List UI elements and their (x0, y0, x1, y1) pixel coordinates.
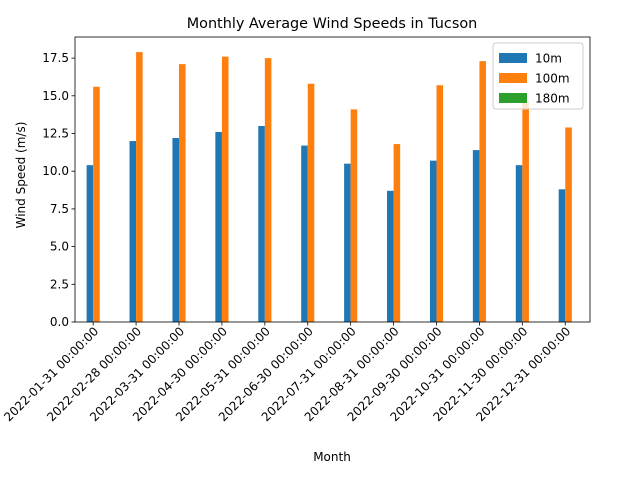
plot-frame (74, 36, 591, 323)
bar-10m-1 (86, 165, 94, 322)
bar-10m-10 (472, 150, 480, 322)
bar-10m-12 (558, 189, 566, 322)
y-tick-label: 12.5 (42, 127, 69, 141)
legend-label-100m: 100m (535, 72, 570, 86)
bar-100m-4 (221, 56, 229, 322)
bar-10m-8 (387, 190, 394, 322)
bar-10m-6 (301, 145, 308, 322)
bar-10m-5 (258, 125, 265, 322)
legend-label-10m: 10m (535, 52, 562, 66)
bar-100m-5 (264, 58, 272, 322)
bar-100m-10 (479, 61, 486, 322)
bar-100m-1 (93, 86, 100, 322)
y-tick-label: 10.0 (42, 164, 69, 178)
bar-10m-4 (215, 132, 222, 322)
y-tick-label: 5.0 (50, 240, 69, 254)
y-tick-label: 15.0 (42, 89, 69, 103)
y-tick-label: 2.5 (50, 277, 69, 291)
bar-10m-3 (172, 138, 180, 322)
bar-100m-9 (436, 85, 444, 322)
x-axis-label: Month (313, 450, 351, 464)
bar-100m-2 (136, 52, 143, 322)
legend-swatch-10m (499, 53, 527, 63)
y-axis-label: Wind Speed (m/s) (14, 122, 28, 229)
legend-swatch-180m (499, 93, 527, 103)
bar-100m-7 (350, 109, 358, 322)
bar-100m-3 (179, 64, 186, 323)
bar-10m-2 (129, 141, 137, 322)
y-tick-label: 0.0 (50, 315, 69, 329)
bar-10m-7 (344, 163, 351, 322)
bar-10m-9 (429, 160, 437, 322)
chart-title: Monthly Average Wind Speeds in Tucson (187, 16, 478, 32)
y-tick-label: 17.5 (42, 51, 69, 65)
bar-100m-8 (393, 144, 401, 322)
y-tick-label: 7.5 (50, 202, 69, 216)
bar-100m-11 (522, 101, 529, 322)
bar-100m-12 (565, 127, 572, 322)
legend: 10m 100m 180m (492, 42, 584, 110)
bar-100m-6 (307, 83, 315, 322)
bar-10m-11 (515, 165, 523, 322)
legend-swatch-100m (499, 73, 527, 83)
legend-label-180m: 180m (535, 92, 570, 106)
